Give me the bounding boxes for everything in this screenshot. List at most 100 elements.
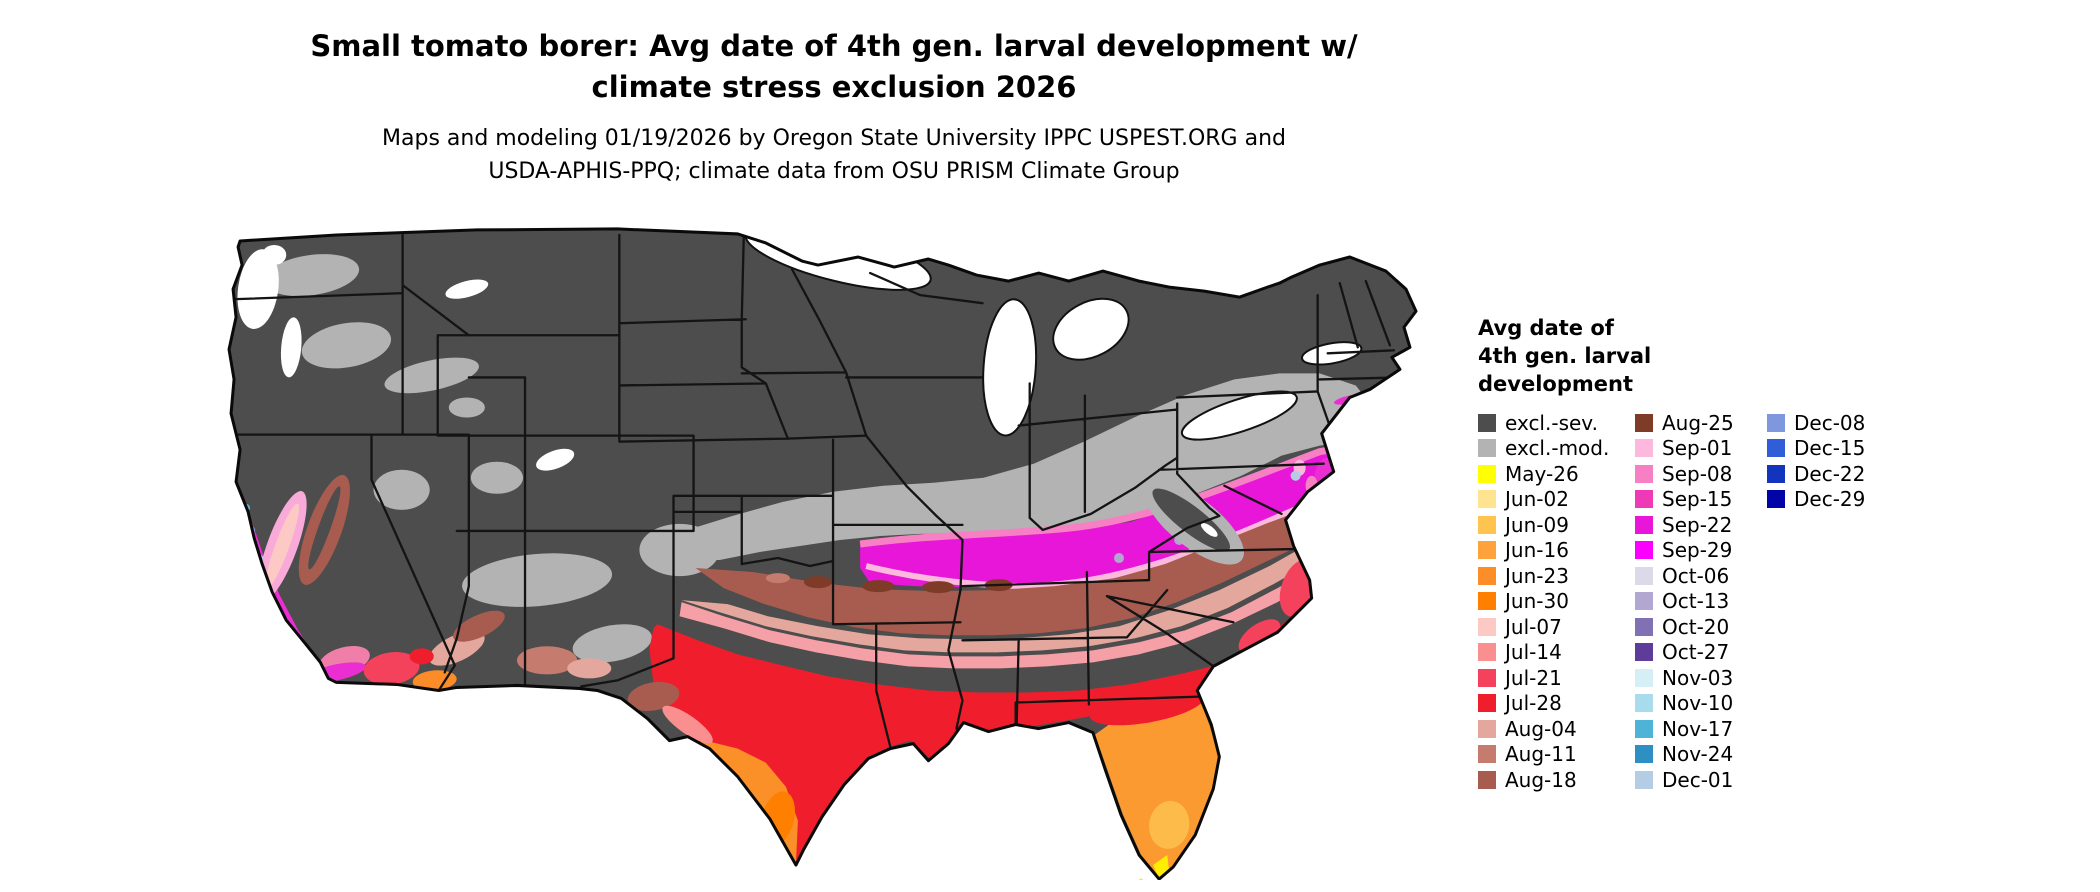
- page-title: Small tomato borer: Avg date of 4th gen.…: [100, 26, 1568, 108]
- legend-label: Jul-07: [1505, 614, 1562, 639]
- map-region-florida: [1089, 687, 1220, 880]
- legend-swatch: [1478, 464, 1496, 483]
- legend-entry: Dec-08: [1767, 410, 1865, 436]
- legend-label: Sep-08: [1662, 461, 1733, 486]
- legend-swatch: [1478, 770, 1496, 789]
- legend-swatch: [1635, 719, 1653, 738]
- legend-label: Sep-15: [1662, 487, 1733, 512]
- legend-entry: Nov-17: [1635, 716, 1767, 742]
- legend-entry: Nov-03: [1635, 665, 1767, 691]
- legend-title: Avg date of 4th gen. larval development: [1478, 314, 2058, 398]
- legend-swatch: [1478, 413, 1496, 432]
- map-legend: Avg date of 4th gen. larval development …: [1478, 314, 2058, 793]
- legend-label: Sep-01: [1662, 436, 1733, 461]
- legend-swatch: [1635, 490, 1653, 509]
- map-region-early-august-band: [681, 513, 1366, 653]
- map-region-southwest-desert: [363, 610, 713, 744]
- legend-column-2: Aug-25 Sep-01 Sep-08 Sep-15 Sep-22 Sep-29 Oct-…: [1635, 410, 1767, 793]
- legend-entry: Jul-28: [1478, 691, 1635, 717]
- legend-entry: Aug-11: [1478, 742, 1635, 768]
- legend-entry: Jun-02: [1478, 487, 1635, 513]
- legend-entry: excl.-sev.: [1478, 410, 1635, 436]
- legend-swatch: [1478, 439, 1496, 458]
- legend-swatch: [1635, 541, 1653, 560]
- map-region-appalachians: [1144, 481, 1244, 565]
- legend-swatch: [1478, 515, 1496, 534]
- legend-swatch: [1635, 566, 1653, 585]
- map-region-nodata-white: [237, 244, 575, 471]
- legend-label: Aug-04: [1505, 716, 1577, 741]
- legend-swatch: [1478, 566, 1496, 585]
- legend-entry: Jun-16: [1478, 538, 1635, 564]
- legend-entry: Aug-04: [1478, 716, 1635, 742]
- legend-entry: Oct-06: [1635, 563, 1767, 589]
- legend-entry: Oct-27: [1635, 640, 1767, 666]
- legend-swatch: [1635, 413, 1653, 432]
- legend-label: May-26: [1505, 461, 1579, 486]
- legend-label: Jun-30: [1505, 589, 1569, 614]
- us-choropleth-map: [216, 226, 1420, 887]
- legend-label: Dec-22: [1794, 461, 1866, 486]
- legend-swatch: [1635, 592, 1653, 611]
- legend-label: Sep-29: [1662, 538, 1733, 563]
- legend-swatch: [1478, 490, 1496, 509]
- map-region-july-pink-band: [679, 533, 1370, 669]
- legend-label: excl.-mod.: [1505, 436, 1610, 461]
- legend-swatch: [1478, 694, 1496, 713]
- legend-entry: Aug-25: [1635, 410, 1767, 436]
- lake-michigan-icon: [982, 298, 1038, 437]
- legend-swatch: [1478, 745, 1496, 764]
- legend-swatch: [1767, 490, 1785, 509]
- legend-entry: Jul-21: [1478, 665, 1635, 691]
- legend-entry: Sep-29: [1635, 538, 1767, 564]
- legend-swatch: [1635, 617, 1653, 636]
- legend-entry: Oct-13: [1635, 589, 1767, 615]
- legend-entry: Sep-22: [1635, 512, 1767, 538]
- legend-swatch: [1635, 439, 1653, 458]
- legend-label: Aug-11: [1505, 742, 1577, 767]
- subtitle-line-2: USDA-APHIS-PPQ; climate data from OSU PR…: [488, 159, 1180, 184]
- legend-swatch: [1478, 592, 1496, 611]
- title-line-1: Small tomato borer: Avg date of 4th gen.…: [310, 29, 1358, 63]
- legend-label: Jul-21: [1505, 665, 1562, 690]
- legend-swatch: [1635, 694, 1653, 713]
- legend-entry: Nov-10: [1635, 691, 1767, 717]
- legend-label: Nov-24: [1662, 742, 1734, 767]
- legend-label: Jun-09: [1505, 512, 1569, 537]
- legend-label: Jul-28: [1505, 691, 1562, 716]
- legend-swatch: [1767, 439, 1785, 458]
- title-line-2: climate stress exclusion 2026: [591, 70, 1077, 104]
- legend-column-1: excl.-sev. excl.-mod. May-26 Jun-02 Jun-09 Ju…: [1478, 410, 1635, 793]
- legend-column-3: Dec-08 Dec-15 Dec-22 Dec-29: [1767, 410, 1865, 793]
- legend-entry: Dec-22: [1767, 461, 1865, 487]
- legend-entry: Jul-07: [1478, 614, 1635, 640]
- legend-label: Oct-13: [1662, 589, 1730, 614]
- legend-swatch: [1635, 770, 1653, 789]
- lake-huron-icon: [1052, 297, 1130, 361]
- legend-swatch: [1478, 643, 1496, 662]
- legend-entry: excl.-mod.: [1478, 436, 1635, 462]
- legend-swatch: [1478, 541, 1496, 560]
- us-outline: [227, 227, 1418, 881]
- legend-columns: excl.-sev. excl.-mod. May-26 Jun-02 Jun-09 Ju…: [1478, 410, 2058, 793]
- us-map-svg: [227, 227, 1418, 887]
- legend-label: Jun-16: [1505, 538, 1569, 563]
- legend-swatch: [1635, 668, 1653, 687]
- legend-swatch: [1767, 413, 1785, 432]
- legend-label: excl.-sev.: [1505, 410, 1598, 435]
- legend-swatch: [1635, 515, 1653, 534]
- legend-entry: Sep-08: [1635, 461, 1767, 487]
- legend-label: Jul-14: [1505, 640, 1562, 665]
- legend-entry: Oct-20: [1635, 614, 1767, 640]
- subtitle-line-1: Maps and modeling 01/19/2026 by Oregon S…: [382, 126, 1286, 151]
- legend-entry: May-26: [1478, 461, 1635, 487]
- legend-entry: Sep-15: [1635, 487, 1767, 513]
- legend-swatch: [1635, 745, 1653, 764]
- legend-entry: Dec-01: [1635, 767, 1767, 793]
- legend-label: Dec-08: [1794, 410, 1866, 435]
- page-subtitle: Maps and modeling 01/19/2026 by Oregon S…: [100, 122, 1568, 188]
- legend-label: Oct-06: [1662, 563, 1730, 588]
- legend-label: Dec-15: [1794, 436, 1866, 461]
- legend-label: Nov-10: [1662, 691, 1734, 716]
